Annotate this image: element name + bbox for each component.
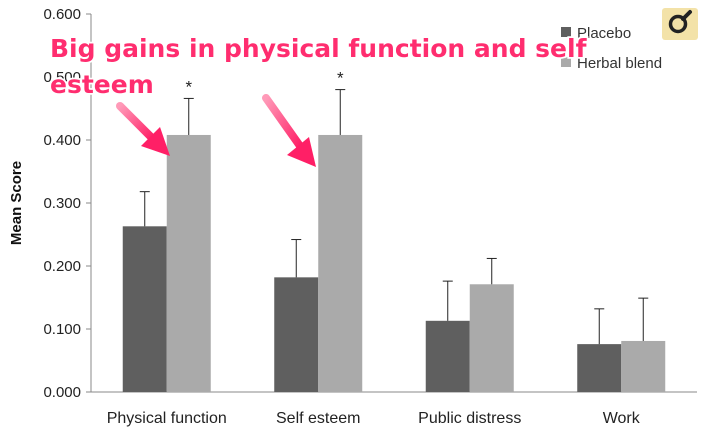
category-label: Physical function	[107, 410, 227, 427]
y-tick-label: 0.000	[43, 384, 81, 401]
significance-mark: *	[337, 69, 344, 88]
y-axis-title: Mean Score	[8, 161, 25, 245]
bars	[122, 134, 666, 392]
significance-marks: * *	[185, 69, 344, 97]
y-tick-label: 0.600	[43, 6, 81, 23]
bar-placebo	[274, 277, 319, 392]
category-label: Work	[603, 410, 641, 427]
category-label: Self esteem	[276, 410, 360, 427]
error-bars	[139, 89, 649, 345]
legend: Placebo Herbal blend	[561, 25, 662, 72]
bar-herbal-blend	[621, 340, 666, 392]
annotation-line-2: esteem	[50, 70, 154, 99]
bar-placebo	[577, 344, 622, 392]
significance-mark: *	[185, 77, 192, 96]
legend-label-placebo: Placebo	[577, 25, 631, 42]
category-labels: Physical function Self esteem Public distr…	[107, 410, 641, 427]
bar-herbal-blend	[166, 134, 211, 392]
magnifier-logo-icon	[662, 8, 698, 40]
annotation-arrow-left	[116, 102, 170, 156]
bar-herbal-blend	[469, 284, 514, 392]
y-tick-label: 0.400	[43, 132, 81, 149]
y-tick-labels: 0.000 0.100 0.200 0.300 0.400 0.500 0.600	[43, 6, 91, 401]
y-tick-label: 0.200	[43, 258, 81, 275]
legend-swatch-herbal	[561, 57, 571, 67]
y-tick-label: 0.500	[43, 69, 81, 86]
bar-placebo	[425, 320, 470, 392]
y-tick-label: 0.300	[43, 195, 81, 212]
legend-swatch-placebo	[561, 27, 571, 37]
bar-placebo	[122, 226, 167, 392]
annotation-line-1: Big gains in physical function and self	[50, 34, 588, 63]
bar-herbal-blend	[318, 134, 363, 392]
category-label: Public distress	[418, 410, 521, 427]
legend-label-herbal: Herbal blend	[577, 55, 662, 72]
annotation-arrow-right	[262, 94, 316, 167]
y-tick-label: 0.100	[43, 321, 81, 338]
